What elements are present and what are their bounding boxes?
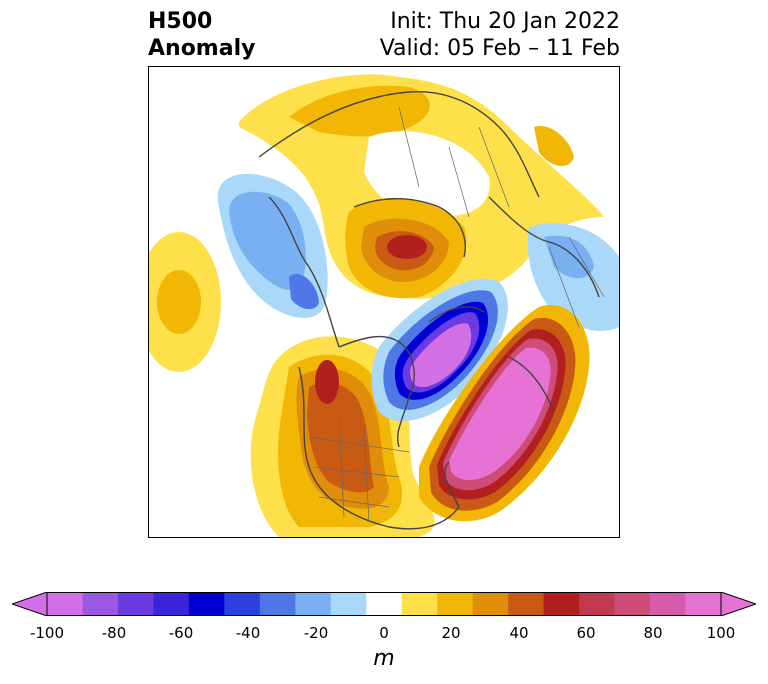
colorbar-tick: 100 (706, 624, 736, 642)
colorbar-tick: -20 (303, 624, 329, 642)
valid-range: Valid: 05 Feb – 11 Feb (379, 36, 620, 61)
anomaly-namerica-ridge (250, 336, 435, 537)
anomaly-greenland-trough (371, 278, 508, 422)
coastlines (258, 90, 600, 530)
colorbar-tick: 40 (509, 624, 529, 642)
neutral-arctic (364, 131, 490, 217)
borders (308, 106, 605, 523)
colorbar-tick: -40 (235, 624, 261, 642)
colorbar-tick: 0 (379, 624, 389, 642)
colorbar-ticks: -100 -80 -60 -40 -20 0 20 40 60 80 100 (0, 624, 768, 644)
init-date: Init: Thu 20 Jan 2022 (390, 9, 620, 34)
map-canvas (149, 74, 619, 537)
colorbar-extend-max (720, 592, 756, 616)
colorbar-segment (366, 592, 403, 616)
colorbar-segment (47, 592, 83, 616)
colorbar-segment (401, 592, 438, 616)
colorbar-unit: m (373, 646, 395, 671)
colorbar-segment (82, 592, 119, 616)
map-dates: Init: Thu 20 Jan 2022 Valid: 05 Feb – 11… (380, 8, 620, 62)
anomaly-pacific-ridge (149, 232, 221, 372)
colorbar-segment (188, 592, 225, 616)
colorbar-tick: -100 (29, 624, 65, 642)
colorbar-segment (330, 592, 367, 616)
title-field-sub: Anomaly (148, 36, 256, 61)
colorbar-segment (614, 592, 651, 616)
colorbar-segment (543, 592, 580, 616)
colorbar-segment (650, 592, 687, 616)
anomaly-atlantic-ridge (419, 305, 590, 522)
anomaly-alaska-trough (217, 173, 328, 318)
colorbar-segment (117, 592, 154, 616)
map-title: H500 Anomaly (148, 8, 255, 62)
colorbar-segment (295, 592, 332, 616)
colorbar-tick: -60 (168, 624, 194, 642)
anomaly-siberia-core (345, 197, 467, 299)
colorbar-segment (579, 592, 616, 616)
colorbar-tick: 80 (643, 624, 663, 642)
title-field: H500 (148, 9, 213, 34)
colorbar-tick: 60 (576, 624, 596, 642)
anomaly-map (148, 66, 620, 538)
colorbar-segment (472, 592, 509, 616)
colorbar-extend-min (12, 592, 48, 616)
colorbar-segment (685, 592, 722, 616)
colorbar-segment (259, 592, 296, 616)
colorbar-outline (46, 592, 722, 616)
colorbar-tick: -80 (101, 624, 127, 642)
colorbar-segment (437, 592, 474, 616)
colorbar-segment (224, 592, 261, 616)
colorbar (12, 592, 756, 616)
colorbar-segment (153, 592, 190, 616)
colorbar-tick: 20 (441, 624, 461, 642)
colorbar-segment (508, 592, 545, 616)
